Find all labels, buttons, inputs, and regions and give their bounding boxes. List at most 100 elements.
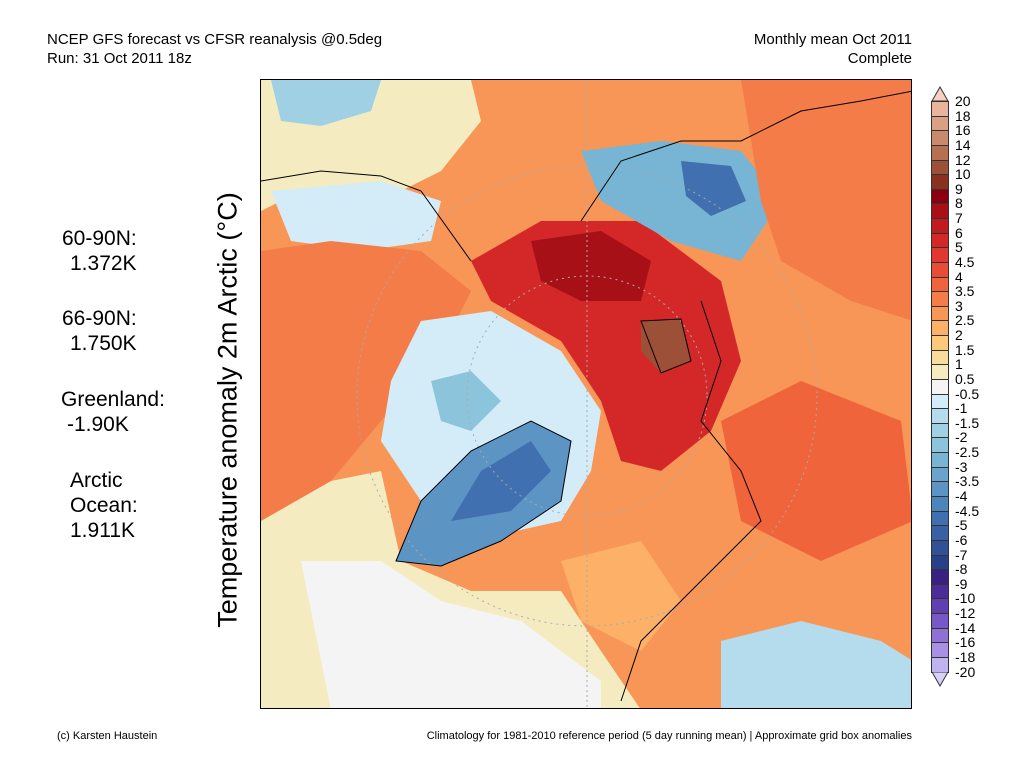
colorbar-swatch bbox=[931, 305, 949, 322]
climatology-note: Climatology for 1981-2010 reference peri… bbox=[426, 730, 912, 742]
colorbar-swatch bbox=[931, 583, 949, 600]
stat-label: Greenland: bbox=[61, 388, 165, 411]
colorbar-swatch bbox=[931, 159, 949, 176]
stat-greenland: Greenland: -1.90K bbox=[61, 387, 165, 437]
colorbar-tick-label: 1 bbox=[955, 356, 963, 373]
colorbar-tick-label: 3.5 bbox=[955, 283, 975, 300]
arctic-ocean-warm-region bbox=[471, 221, 741, 471]
greenland-core-cold bbox=[451, 441, 551, 521]
colorbar-swatch bbox=[931, 130, 949, 146]
colorbar-swatch bbox=[931, 656, 949, 673]
colorbar-swatch bbox=[931, 569, 949, 585]
colorbar-swatch bbox=[931, 437, 949, 454]
y-axis-label: Temperature anomaly 2m Arctic (°C) bbox=[212, 192, 243, 628]
colorbar-swatch bbox=[931, 276, 949, 293]
colorbar-swatch bbox=[931, 188, 949, 205]
colorbar-swatch bbox=[931, 115, 949, 132]
colorbar-tick-label: 4 bbox=[955, 268, 963, 285]
colorbar-tick-label: 0.5 bbox=[955, 370, 975, 387]
colorbar-swatch bbox=[931, 364, 949, 380]
colorbar-tick-label: -5 bbox=[955, 517, 968, 534]
stat-66-90n: 66-90N: 1.750K bbox=[62, 306, 137, 356]
colorbar-tick-label: 7 bbox=[955, 210, 963, 227]
stat-label: 60-90N: bbox=[62, 227, 137, 250]
stat-60-90n: 60-90N: 1.372K bbox=[62, 226, 137, 276]
colorbar-swatch bbox=[931, 554, 949, 571]
colorbar-swatch bbox=[931, 144, 949, 161]
colorbar-tick-label: 6 bbox=[955, 224, 963, 241]
period-info: Monthly mean Oct 2011 Complete bbox=[754, 30, 912, 68]
latitude-gridline bbox=[466, 275, 708, 517]
colorbar-tick-label: -4 bbox=[955, 488, 968, 504]
colorbar-swatch bbox=[931, 320, 949, 337]
colorbar-tick-label: -3.5 bbox=[955, 473, 980, 490]
colorbar-swatch bbox=[931, 247, 949, 263]
colorbar-tick-label: -6 bbox=[955, 531, 968, 548]
norwegian-sea-region bbox=[561, 541, 681, 651]
stat-arctic-ocean: Arctic Ocean: 1.911K bbox=[70, 468, 138, 543]
colorbar-tick-label: 18 bbox=[955, 107, 971, 124]
pacific-blue-region bbox=[271, 80, 381, 126]
alaska-blue-region bbox=[271, 181, 441, 251]
coastlines bbox=[261, 90, 911, 702]
baffin-cool-region bbox=[431, 371, 501, 431]
colorbar-tick-label: 5 bbox=[955, 239, 963, 256]
stat-label-2: Ocean: bbox=[70, 494, 138, 517]
colorbar-swatch bbox=[931, 408, 949, 424]
colorbar-tick-label: -1 bbox=[955, 400, 968, 417]
kara-sea-extreme bbox=[641, 319, 691, 373]
colorbar-swatch bbox=[931, 539, 949, 556]
colorbar-tick-label: 1.5 bbox=[955, 341, 975, 358]
colorbar-max-arrow bbox=[931, 86, 949, 101]
colorbar-swatch bbox=[931, 393, 949, 410]
colorbar-tick-label: 9 bbox=[955, 180, 963, 197]
colorbar-tick-label: -4.5 bbox=[955, 502, 980, 519]
colorbar-swatch bbox=[931, 203, 949, 220]
colorbar-tick-label: 4.5 bbox=[955, 253, 975, 270]
siberia-cold-core bbox=[681, 161, 746, 216]
colorbar-swatch bbox=[931, 174, 949, 190]
title-run: Run: 31 Oct 2011 18z bbox=[47, 50, 192, 67]
colorbar-tick-label: 14 bbox=[955, 136, 971, 153]
colorbar-swatch bbox=[931, 378, 949, 395]
europe-cool-region bbox=[721, 621, 911, 708]
colorbar-tick-label: -10 bbox=[955, 590, 976, 607]
colorbar-swatch bbox=[931, 525, 949, 541]
colorbar-tick-label: -8 bbox=[955, 561, 968, 578]
arctic-hot-core bbox=[531, 231, 651, 301]
colorbar-tick-label: 12 bbox=[955, 151, 971, 168]
colorbar-swatch bbox=[931, 466, 949, 483]
colorbar-tick-label: 8 bbox=[955, 195, 963, 212]
stat-value: 1.911K bbox=[70, 519, 135, 542]
colorbar-tick-label: -9 bbox=[955, 575, 968, 592]
polar-map-svg bbox=[261, 80, 911, 708]
colorbar-swatch bbox=[931, 510, 949, 527]
colorbar-swatch bbox=[931, 349, 949, 366]
colorbar-tick-label: 10 bbox=[955, 166, 971, 183]
colorbar-tick-label: -14 bbox=[955, 619, 976, 636]
colorbar-swatch bbox=[931, 627, 949, 644]
east-siberia-warm bbox=[741, 80, 911, 321]
atlantic-neutral-region bbox=[301, 561, 601, 708]
latitude-gridline bbox=[356, 165, 818, 627]
stat-value: 1.372K bbox=[70, 252, 137, 275]
colorbar-tick-label: -0.5 bbox=[955, 385, 980, 402]
colorbar-swatch bbox=[931, 422, 949, 439]
colorbar-swatch bbox=[931, 642, 949, 658]
anomaly-map bbox=[260, 79, 912, 709]
colorbar-tick-label: 2 bbox=[955, 327, 963, 344]
colorbar-swatch bbox=[931, 598, 949, 615]
stat-value: -1.90K bbox=[67, 413, 129, 436]
colorbar-tick-label: -2.5 bbox=[955, 444, 980, 461]
colorbar-tick-label: -7 bbox=[955, 546, 968, 563]
colorbar-tick-label: -1.5 bbox=[955, 414, 980, 431]
title-line-1: NCEP GFS forecast vs CFSR reanalysis @0.… bbox=[47, 31, 383, 48]
colorbar-swatch bbox=[931, 232, 949, 249]
period-label: Monthly mean Oct 2011 bbox=[753, 31, 912, 48]
colorbar-swatch bbox=[931, 613, 949, 629]
colorbar-swatch bbox=[931, 101, 949, 117]
colorbar-swatch bbox=[931, 452, 949, 468]
colorbar-swatch bbox=[931, 335, 949, 351]
colorbar-tick-label: 16 bbox=[955, 122, 971, 139]
credit-text: (c) Karsten Haustein bbox=[57, 730, 158, 742]
